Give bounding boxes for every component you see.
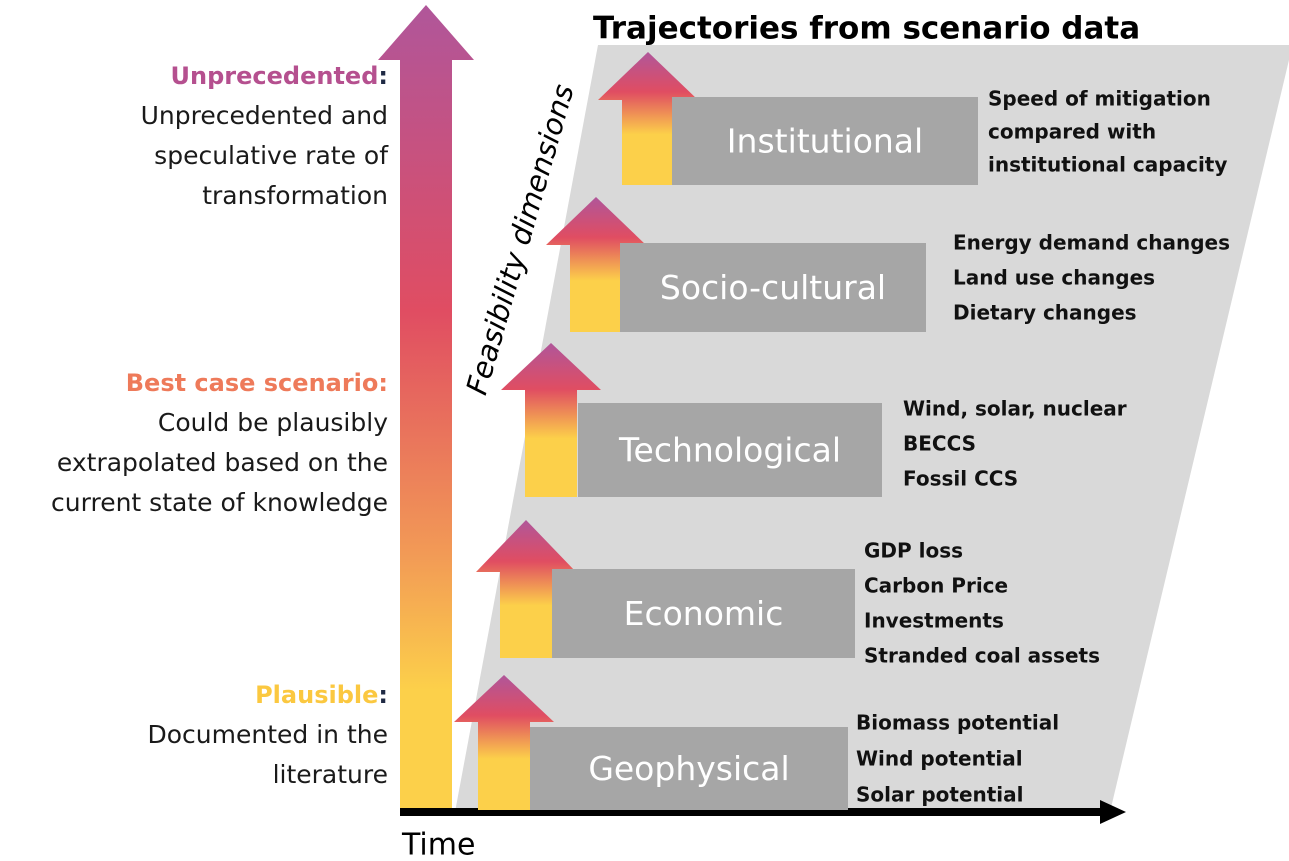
dimension-box — [552, 569, 855, 658]
level-description: current state of knowledge — [51, 488, 388, 517]
dimension-label: Socio-cultural — [660, 268, 886, 307]
dimension-item: BECCS — [903, 432, 976, 456]
time-label: Time — [401, 828, 475, 861]
dimension-item: Stranded coal assets — [864, 644, 1100, 668]
dimension-box — [672, 97, 978, 185]
dimension-box — [620, 243, 926, 332]
dimension-item: Speed of mitigation — [988, 87, 1211, 111]
dimension-item: institutional capacity — [988, 153, 1227, 177]
level-description: Documented in the — [148, 720, 388, 749]
dimension-label: Geophysical — [588, 749, 789, 788]
dimension-item: Biomass potential — [856, 711, 1059, 735]
level-title: Unprecedented: — [171, 62, 388, 90]
level-name: Plausible — [255, 681, 378, 709]
level-description: literature — [273, 760, 388, 789]
time-arrowhead — [1100, 800, 1126, 824]
level-title: Best case scenario: — [126, 369, 388, 397]
level-title: Plausible: — [255, 681, 388, 709]
title: Trajectories from scenario data — [593, 11, 1140, 47]
dimension-arrow — [501, 343, 601, 497]
level-name: Unprecedented — [171, 62, 379, 90]
dimension-arrow — [476, 520, 576, 658]
level-name: Best case scenario: — [126, 369, 388, 397]
dimension-item: Wind potential — [856, 747, 1023, 771]
dimension-item: Energy demand changes — [953, 231, 1230, 255]
level-colon: : — [378, 681, 388, 709]
dimension-item: Investments — [864, 609, 1004, 633]
dimension-item: GDP loss — [864, 539, 963, 563]
dimension-item: Solar potential — [856, 783, 1024, 807]
dimension-item: Dietary changes — [953, 301, 1137, 325]
dimension-item: compared with — [988, 120, 1156, 144]
dimension-item: Wind, solar, nuclear — [903, 397, 1127, 421]
level-description: speculative rate of — [154, 141, 389, 170]
level-description: extrapolated based on the — [57, 448, 388, 477]
dimension-label: Institutional — [727, 122, 923, 161]
feasibility-arrow — [378, 5, 474, 812]
dimension-arrow — [454, 675, 554, 810]
dimension-item: Fossil CCS — [903, 467, 1018, 491]
dimension-item: Land use changes — [953, 266, 1155, 290]
level-description: Could be plausibly — [158, 408, 388, 437]
dimension-box — [578, 403, 882, 497]
level-colon: : — [378, 62, 388, 90]
dimension-label: Economic — [624, 594, 784, 633]
dimension-item: Carbon Price — [864, 574, 1008, 598]
dimension-box — [530, 727, 848, 810]
dimension-label: Technological — [618, 431, 841, 470]
level-description: transformation — [202, 181, 388, 210]
level-description: Unprecedented and — [141, 101, 388, 130]
